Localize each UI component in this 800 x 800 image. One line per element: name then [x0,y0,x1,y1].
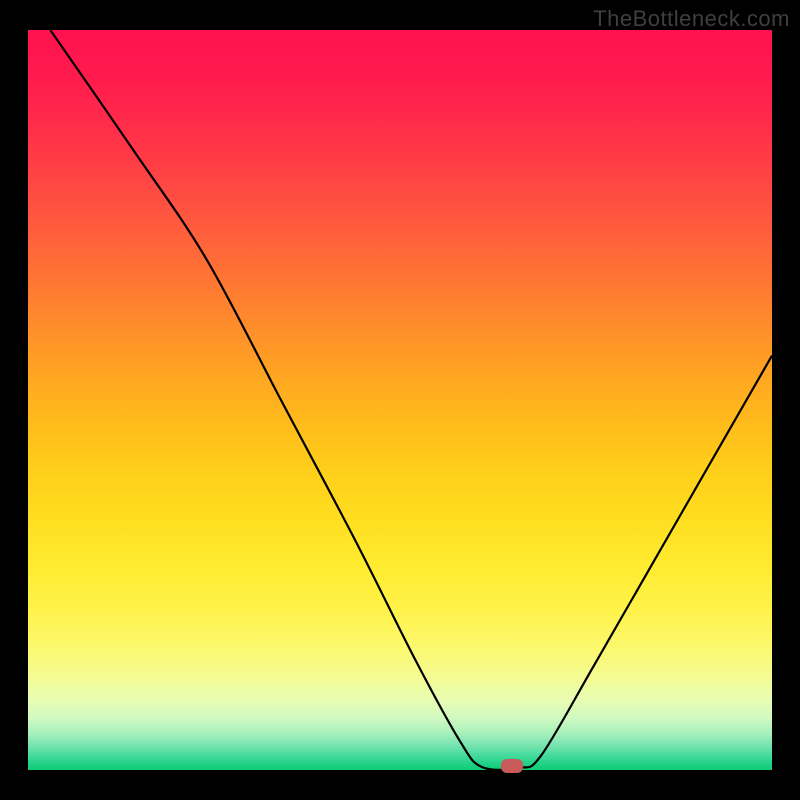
plot-area [28,30,772,770]
bottleneck-curve [28,30,772,770]
watermark-text: TheBottleneck.com [593,6,790,32]
optimal-marker [501,759,523,773]
